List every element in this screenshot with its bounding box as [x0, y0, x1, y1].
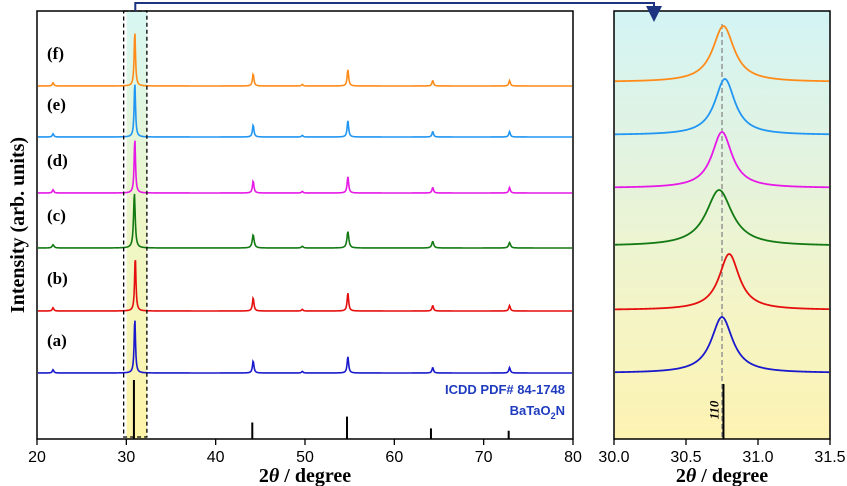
- left-series-line-2: [38, 259, 572, 312]
- series-label-4: (d): [47, 151, 68, 170]
- series-label-2: (b): [47, 269, 68, 288]
- left-series-line-6: [38, 33, 572, 87]
- left-plot-frame: [36, 10, 574, 440]
- right-tick-label-3: 31.0: [742, 449, 773, 466]
- left-x-ticks: 20 30 40 50 60 70 80: [28, 439, 582, 466]
- right-tick-label-2: 30.5: [670, 449, 701, 466]
- right-series-line-1: [614, 316, 830, 374]
- left-x-axis-label: 2θ / degree: [259, 465, 351, 486]
- left-tick-label-4: 50: [296, 449, 314, 466]
- left-tick-label-6: 70: [475, 449, 493, 466]
- zoom-connector-arrow: [134, 2, 662, 22]
- right-series-group: [614, 25, 830, 374]
- right-tick-label-4: 31.5: [814, 449, 845, 466]
- left-series-line-1: [38, 320, 572, 374]
- series-label-5: (e): [47, 95, 66, 114]
- right-series-line-4: [614, 131, 830, 189]
- right-tick-label-1: 30.0: [598, 449, 629, 466]
- left-tick-label-2: 30: [117, 449, 135, 466]
- right-series-line-5: [615, 78, 830, 136]
- right-x-axis-label: 2θ / degree: [676, 465, 768, 486]
- right-series-line-3: [614, 189, 830, 246]
- left-series-line-5: [38, 84, 572, 138]
- series-label-3: (c): [47, 206, 66, 225]
- left-reference-group: [132, 380, 510, 439]
- highlight-band: [126, 11, 147, 439]
- reference-peak-label: 110: [706, 400, 721, 419]
- left-series-labels: (a) (b) (c) (d) (e) (f): [47, 44, 68, 350]
- series-label-6: (f): [47, 44, 64, 63]
- left-tick-label-5: 60: [385, 449, 403, 466]
- left-series-line-4: [38, 140, 572, 194]
- series-label-1: (a): [47, 331, 67, 350]
- right-panel: 110 30.0 30.5 31.0 31.5: [598, 10, 846, 466]
- right-series-line-6: [614, 25, 830, 83]
- left-tick-label-1: 20: [28, 449, 46, 466]
- reference-compound-label: BaTaO2N: [510, 403, 565, 421]
- left-panel: 20 30 40 50 60 70 80 (a) (b) (c) (d) (e) (f) ICDD P…: [28, 10, 582, 466]
- right-plot-frame: [613, 10, 831, 440]
- reference-card-label: ICDD PDF# 84-1748: [445, 382, 565, 397]
- right-series-line-2: [615, 253, 830, 311]
- left-series-group: [37, 33, 572, 374]
- left-tick-label-3: 40: [207, 449, 225, 466]
- right-x-ticks: 30.0 30.5 31.0 31.5: [598, 439, 846, 466]
- left-series-line-3: [37, 193, 572, 249]
- left-tick-label-7: 80: [564, 449, 582, 466]
- y-axis-label: Intensity (arb. units): [7, 137, 29, 313]
